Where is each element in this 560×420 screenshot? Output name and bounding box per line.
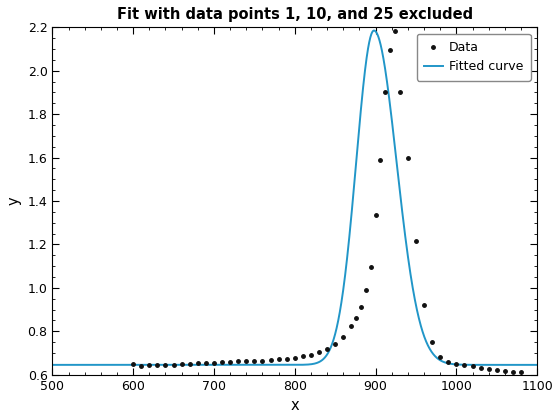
Line: Data: Data — [130, 27, 525, 376]
Data — [391, 29, 398, 34]
Legend: Data, Fitted curve: Data, Fitted curve — [417, 34, 531, 81]
Data — [367, 265, 374, 270]
Fitted curve — [525, 362, 531, 368]
Y-axis label: y: y — [7, 197, 22, 205]
Data — [362, 287, 369, 292]
Fitted curve — [534, 362, 540, 368]
Fitted curve — [49, 362, 56, 368]
Fitted curve — [472, 362, 479, 368]
Fitted curve — [133, 362, 140, 368]
Line: Fitted curve: Fitted curve — [53, 31, 537, 365]
Fitted curve — [371, 28, 377, 33]
Data — [517, 370, 524, 375]
Data — [377, 157, 384, 162]
Fitted curve — [104, 362, 111, 368]
Data — [130, 362, 137, 367]
Data — [429, 339, 436, 344]
Title: Fit with data points 1, 10, and 25 excluded: Fit with data points 1, 10, and 25 exclu… — [116, 7, 473, 22]
X-axis label: x: x — [291, 398, 299, 413]
Data — [243, 359, 250, 364]
Fitted curve — [256, 362, 263, 368]
Fitted curve — [235, 362, 241, 368]
Data — [477, 365, 484, 370]
